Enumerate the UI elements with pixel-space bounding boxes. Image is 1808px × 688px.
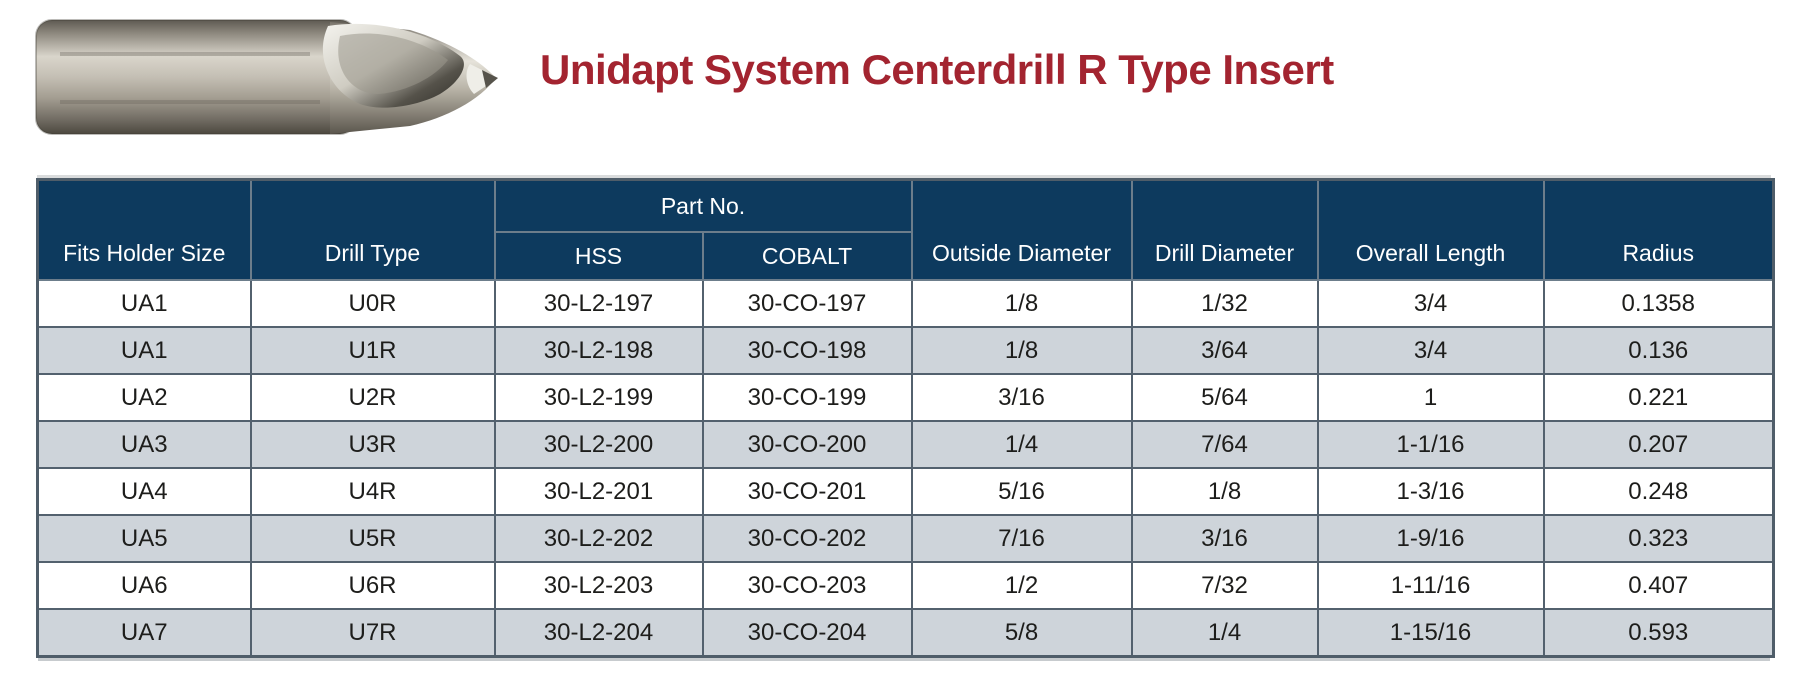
table-cell: U6R — [249, 561, 496, 610]
column-header-fits-holder-size: Fits Holder Size — [36, 178, 252, 281]
table-cell: UA3 — [36, 420, 252, 469]
table-row: UA6 U6R 30-L2-203 30-CO-203 1/2 7/32 1-11/16 0.… — [36, 561, 1775, 610]
spec-table-header: Fits Holder Size Drill Type Part No. Out… — [36, 178, 1775, 281]
column-header-overall-length: Overall Length — [1316, 178, 1545, 281]
table-row: UA1 U0R 30-L2-197 30-CO-197 1/8 1/32 3/4 0.1358 — [36, 279, 1775, 328]
table-cell: 0.207 — [1542, 420, 1775, 469]
table-cell: 1/8 — [1130, 467, 1319, 516]
spec-table-body: UA1 U0R 30-L2-197 30-CO-197 1/8 1/32 3/4 0.1358… — [36, 279, 1775, 658]
table-row: UA4 U4R 30-L2-201 30-CO-201 5/16 1/8 1-3/16 0.2… — [36, 467, 1775, 516]
table-cell: U4R — [249, 467, 496, 516]
table-cell: 0.248 — [1542, 467, 1775, 516]
table-cell: 1/4 — [1130, 608, 1319, 658]
column-header-outside-diameter: Outside Diameter — [910, 178, 1133, 281]
table-cell: 0.1358 — [1542, 279, 1775, 328]
table-cell: 3/4 — [1316, 326, 1545, 375]
table-row: UA2 U2R 30-L2-199 30-CO-199 3/16 5/64 1 0.221 — [36, 373, 1775, 422]
table-cell: 1-15/16 — [1316, 608, 1545, 658]
table-cell: 30-CO-201 — [701, 467, 913, 516]
table-cell: 3/16 — [910, 373, 1133, 422]
centerdrill-photo — [35, 19, 498, 135]
table-cell: 5/8 — [910, 608, 1133, 658]
table-cell: 30-CO-198 — [701, 326, 913, 375]
table-cell: 1-3/16 — [1316, 467, 1545, 516]
table-cell: 30-L2-201 — [493, 467, 704, 516]
column-group-header-part-no: Part No. — [493, 178, 913, 233]
table-cell: 1/8 — [910, 279, 1133, 328]
table-cell: 1-1/16 — [1316, 420, 1545, 469]
column-header-drill-type: Drill Type — [249, 178, 496, 281]
table-cell: 30-L2-204 — [493, 608, 704, 658]
table-cell: UA7 — [36, 608, 252, 658]
table-row: UA1 U1R 30-L2-198 30-CO-198 1/8 3/64 3/4 0.136 — [36, 326, 1775, 375]
table-cell: U3R — [249, 420, 496, 469]
page-title: Unidapt System Centerdrill R Type Insert — [540, 46, 1334, 93]
table-cell: 1/32 — [1130, 279, 1319, 328]
table-cell: 1-11/16 — [1316, 561, 1545, 610]
column-header-hss: HSS — [493, 231, 704, 281]
table-cell: U1R — [249, 326, 496, 375]
table-cell: 3/64 — [1130, 326, 1319, 375]
table-cell: 5/16 — [910, 467, 1133, 516]
spec-table-container: Fits Holder Size Drill Type Part No. Out… — [36, 178, 1775, 658]
table-cell: UA2 — [36, 373, 252, 422]
table-cell: U7R — [249, 608, 496, 658]
table-cell: 30-L2-197 — [493, 279, 704, 328]
table-cell: 7/32 — [1130, 561, 1319, 610]
table-cell: 30-CO-203 — [701, 561, 913, 610]
table-cell: 0.593 — [1542, 608, 1775, 658]
table-cell: 1/8 — [910, 326, 1133, 375]
table-cell: UA6 — [36, 561, 252, 610]
table-cell: 0.407 — [1542, 561, 1775, 610]
table-cell: UA1 — [36, 279, 252, 328]
table-cell: 0.323 — [1542, 514, 1775, 563]
table-cell: 1 — [1316, 373, 1545, 422]
table-cell: 30-L2-198 — [493, 326, 704, 375]
table-cell: 0.221 — [1542, 373, 1775, 422]
table-cell: 30-CO-202 — [701, 514, 913, 563]
column-header-cobalt: COBALT — [701, 231, 913, 281]
table-cell: 30-L2-203 — [493, 561, 704, 610]
table-cell: 30-CO-199 — [701, 373, 913, 422]
table-row: UA3 U3R 30-L2-200 30-CO-200 1/4 7/64 1-1/16 0.2… — [36, 420, 1775, 469]
table-cell: 5/64 — [1130, 373, 1319, 422]
table-cell: UA4 — [36, 467, 252, 516]
table-row: UA5 U5R 30-L2-202 30-CO-202 7/16 3/16 1-9/16 0.… — [36, 514, 1775, 563]
table-cell: 30-CO-204 — [701, 608, 913, 658]
column-header-drill-diameter: Drill Diameter — [1130, 178, 1319, 281]
table-cell: 3/16 — [1130, 514, 1319, 563]
table-cell: U5R — [249, 514, 496, 563]
table-cell: 30-CO-200 — [701, 420, 913, 469]
table-cell: U2R — [249, 373, 496, 422]
table-cell: UA5 — [36, 514, 252, 563]
table-cell: 30-L2-202 — [493, 514, 704, 563]
table-cell: 1-9/16 — [1316, 514, 1545, 563]
table-row: UA7 U7R 30-L2-204 30-CO-204 5/8 1/4 1-15/16 0.5… — [36, 608, 1775, 658]
table-cell: 7/64 — [1130, 420, 1319, 469]
table-cell: 0.136 — [1542, 326, 1775, 375]
table-cell: 1/4 — [910, 420, 1133, 469]
table-cell: U0R — [249, 279, 496, 328]
table-cell: 1/2 — [910, 561, 1133, 610]
spec-table: Fits Holder Size Drill Type Part No. Out… — [36, 178, 1775, 658]
table-cell: 30-L2-200 — [493, 420, 704, 469]
table-cell: 30-CO-197 — [701, 279, 913, 328]
table-cell: UA1 — [36, 326, 252, 375]
table-cell: 30-L2-199 — [493, 373, 704, 422]
column-header-radius: Radius — [1542, 178, 1775, 281]
table-cell: 7/16 — [910, 514, 1133, 563]
table-cell: 3/4 — [1316, 279, 1545, 328]
